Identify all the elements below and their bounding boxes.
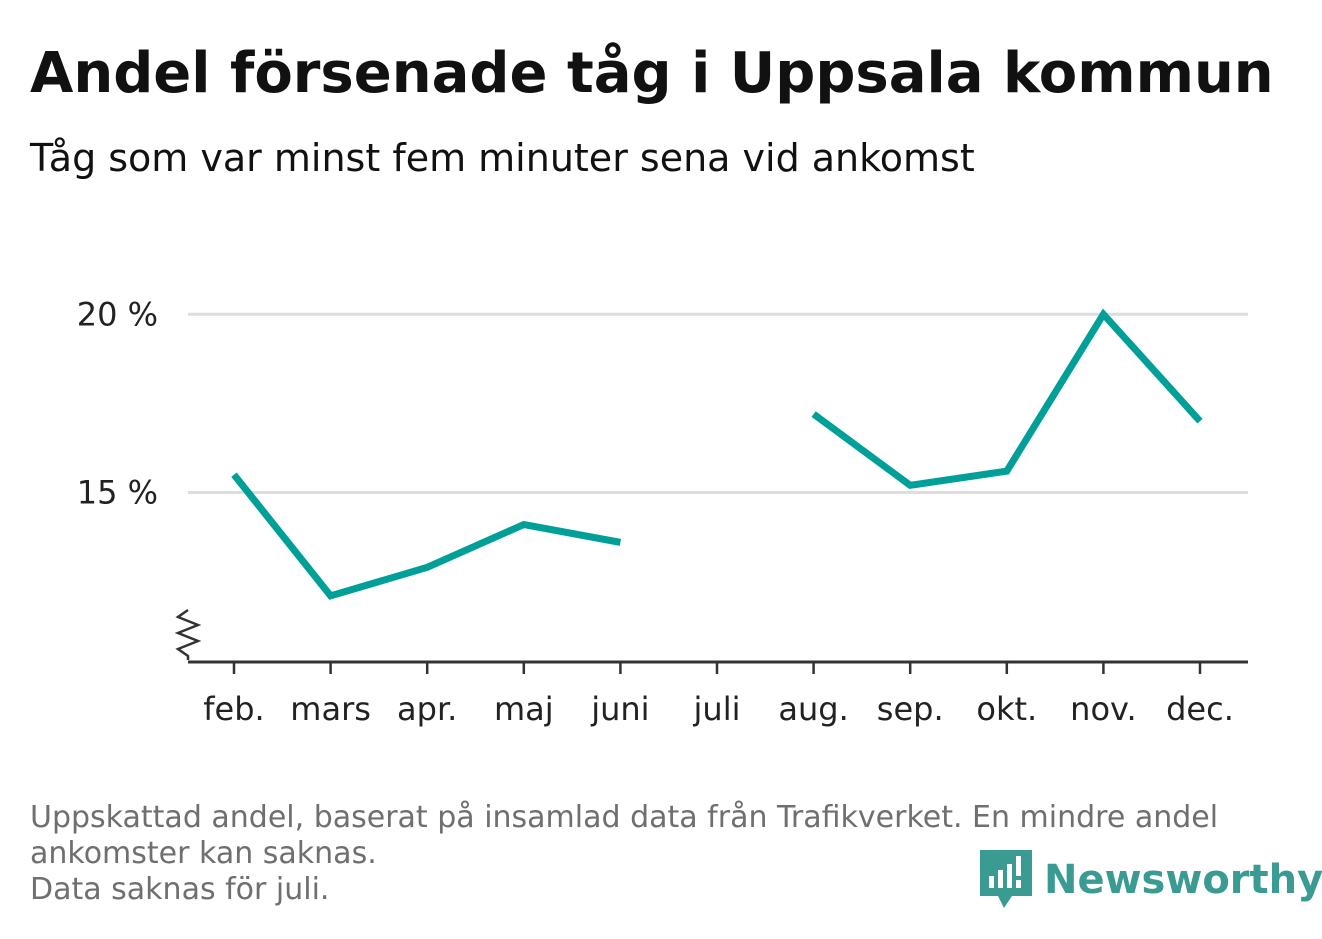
x-tick-label: feb. — [203, 690, 264, 728]
bar-chart-speech-bubble-icon — [980, 850, 1032, 908]
x-tick-label: juni — [590, 690, 649, 728]
logo-text: Newsworthy — [1044, 857, 1322, 903]
x-tick-label: mars — [290, 690, 371, 728]
x-tick-label: aug. — [778, 690, 848, 728]
newsworthy-logo: Newsworthy — [980, 850, 1322, 910]
series-line-segment — [811, 308, 1203, 490]
footnote-line-2: ankomster kan saknas. — [30, 836, 377, 871]
x-tick-label: juli — [693, 690, 741, 728]
chart-footnote: Uppskattad andel, baserat på insamlad da… — [30, 800, 1280, 908]
y-tick-label: 15 % — [77, 473, 158, 511]
x-tick-label: okt. — [976, 690, 1037, 728]
footnote-line-3: Data saknas för juli. — [30, 872, 330, 907]
x-tick-label: sep. — [877, 690, 944, 728]
x-tick-label: nov. — [1070, 690, 1136, 728]
series-line-segment — [231, 472, 622, 600]
x-tick-label: dec. — [1166, 690, 1234, 728]
footnote-line-1: Uppskattad andel, baserat på insamlad da… — [30, 800, 1219, 835]
chart-title: Andel försenade tåg i Uppsala kommun — [30, 41, 1274, 106]
x-tick-label: maj — [494, 690, 554, 728]
x-tick-label: apr. — [397, 690, 457, 728]
y-tick-label: 20 % — [77, 295, 158, 333]
axis-break-icon — [174, 608, 202, 660]
chart-subtitle: Tåg som var minst fem minuter sena vid a… — [30, 136, 975, 180]
